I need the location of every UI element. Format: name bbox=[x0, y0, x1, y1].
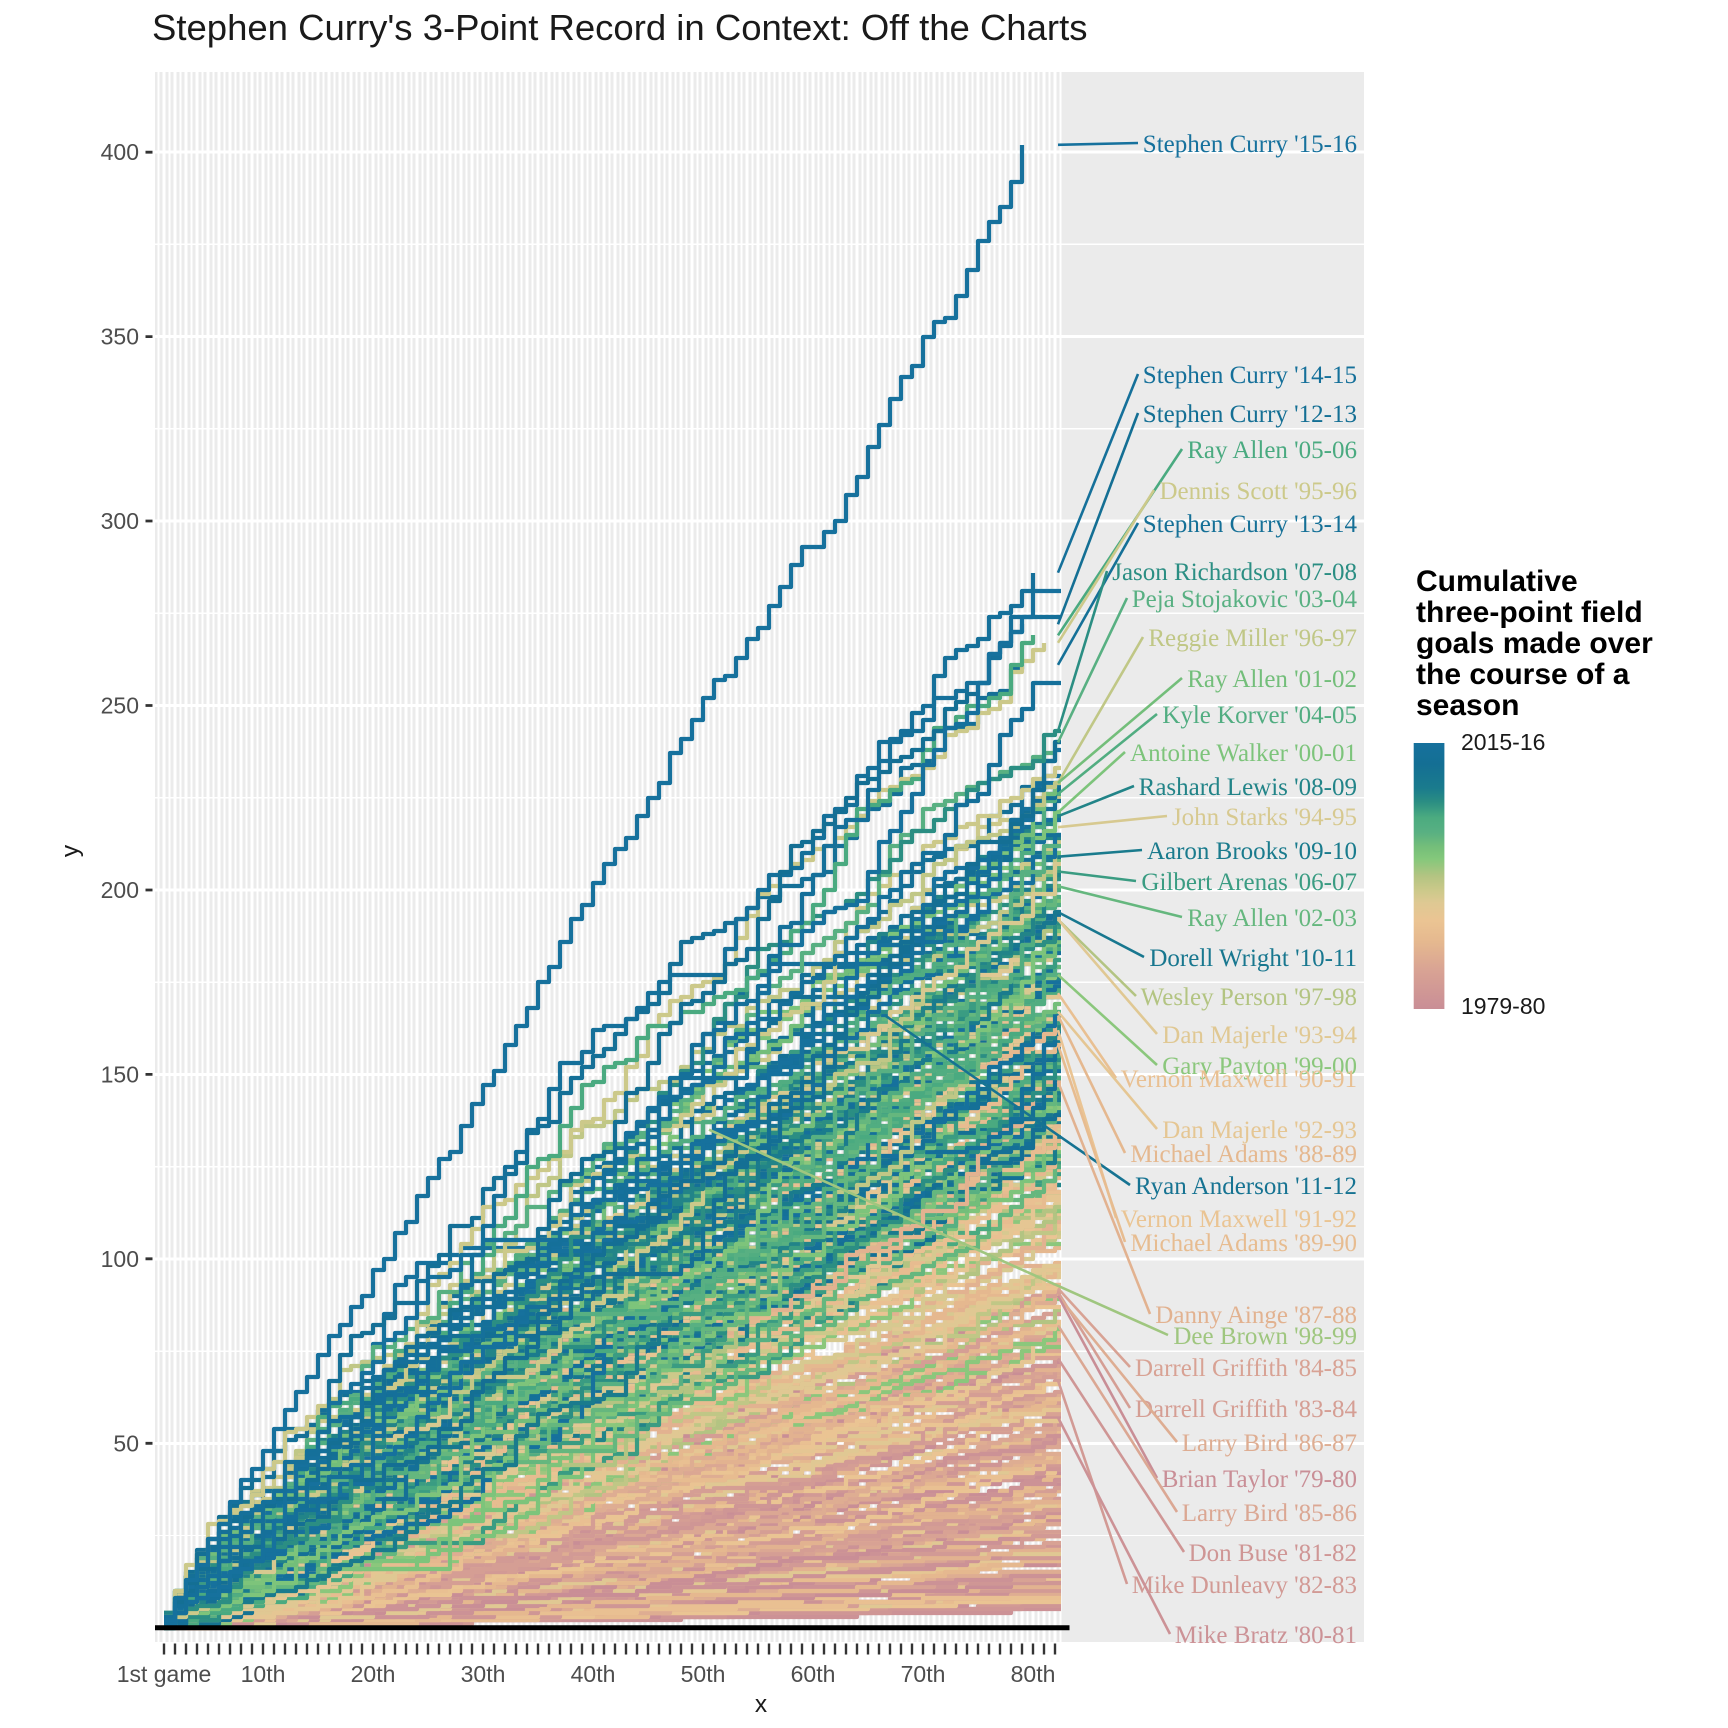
svg-text:300: 300 bbox=[101, 508, 139, 534]
svg-text:Larry Bird '85-86: Larry Bird '85-86 bbox=[1182, 1500, 1357, 1527]
svg-text:Brian Taylor '79-80: Brian Taylor '79-80 bbox=[1162, 1466, 1357, 1493]
svg-text:Dan Majerle '93-94: Dan Majerle '93-94 bbox=[1162, 1022, 1357, 1049]
svg-text:Stephen Curry '14-15: Stephen Curry '14-15 bbox=[1143, 362, 1357, 389]
svg-text:Darrell Griffith '84-85: Darrell Griffith '84-85 bbox=[1135, 1355, 1357, 1382]
svg-text:Wesley Person '97-98: Wesley Person '97-98 bbox=[1141, 984, 1357, 1011]
svg-text:Don Buse '81-82: Don Buse '81-82 bbox=[1189, 1540, 1357, 1567]
svg-text:Ray Allen '05-06: Ray Allen '05-06 bbox=[1187, 437, 1357, 464]
svg-text:Vernon Maxwell '91-92: Vernon Maxwell '91-92 bbox=[1121, 1206, 1357, 1233]
svg-text:Stephen Curry '15-16: Stephen Curry '15-16 bbox=[1143, 131, 1357, 158]
svg-text:season: season bbox=[1416, 689, 1519, 722]
svg-text:400: 400 bbox=[101, 139, 139, 165]
svg-text:the course of a: the course of a bbox=[1416, 658, 1630, 691]
svg-text:Mike Bratz '80-81: Mike Bratz '80-81 bbox=[1175, 1622, 1357, 1649]
svg-text:10th: 10th bbox=[241, 1661, 286, 1687]
svg-text:100: 100 bbox=[101, 1246, 139, 1272]
svg-text:Stephen Curry '12-13: Stephen Curry '12-13 bbox=[1143, 401, 1357, 428]
svg-text:Cumulative: Cumulative bbox=[1416, 565, 1578, 598]
svg-text:80th: 80th bbox=[1011, 1661, 1056, 1687]
svg-text:Darrell Griffith '83-84: Darrell Griffith '83-84 bbox=[1135, 1396, 1358, 1423]
svg-text:30th: 30th bbox=[461, 1661, 506, 1687]
svg-text:150: 150 bbox=[101, 1061, 139, 1087]
svg-text:1st game: 1st game bbox=[117, 1661, 212, 1687]
svg-text:200: 200 bbox=[101, 877, 139, 903]
svg-text:Ryan Anderson '11-12: Ryan Anderson '11-12 bbox=[1135, 1173, 1357, 1200]
svg-text:three-point field: three-point field bbox=[1416, 596, 1643, 629]
svg-text:Antoine Walker '00-01: Antoine Walker '00-01 bbox=[1130, 740, 1357, 767]
svg-text:Mike Dunleavy '82-83: Mike Dunleavy '82-83 bbox=[1132, 1572, 1357, 1599]
svg-text:Vernon Maxwell '90-91: Vernon Maxwell '90-91 bbox=[1121, 1066, 1357, 1093]
svg-text:250: 250 bbox=[101, 693, 139, 719]
svg-text:2015-16: 2015-16 bbox=[1461, 729, 1545, 755]
svg-text:John Starks '94-95: John Starks '94-95 bbox=[1172, 804, 1357, 831]
svg-text:Kyle Korver '04-05: Kyle Korver '04-05 bbox=[1162, 702, 1357, 729]
svg-text:Ray Allen '02-03: Ray Allen '02-03 bbox=[1187, 905, 1357, 932]
svg-text:1979-80: 1979-80 bbox=[1461, 993, 1545, 1019]
svg-text:20th: 20th bbox=[351, 1661, 396, 1687]
svg-text:Michael Adams '89-90: Michael Adams '89-90 bbox=[1130, 1230, 1357, 1257]
svg-text:y: y bbox=[57, 844, 84, 857]
svg-text:x: x bbox=[755, 1691, 767, 1718]
svg-text:50th: 50th bbox=[681, 1661, 726, 1687]
svg-text:Peja Stojakovic '03-04: Peja Stojakovic '03-04 bbox=[1132, 586, 1358, 613]
svg-text:Danny Ainge '87-88: Danny Ainge '87-88 bbox=[1155, 1302, 1357, 1329]
svg-text:Dee Brown '98-99: Dee Brown '98-99 bbox=[1173, 1323, 1357, 1350]
svg-text:Stephen Curry '13-14: Stephen Curry '13-14 bbox=[1143, 511, 1358, 538]
svg-text:60th: 60th bbox=[791, 1661, 836, 1687]
svg-text:Reggie Miller '96-97: Reggie Miller '96-97 bbox=[1148, 625, 1357, 652]
svg-text:Ray Allen '01-02: Ray Allen '01-02 bbox=[1187, 666, 1357, 693]
svg-text:goals made over: goals made over bbox=[1416, 627, 1653, 660]
svg-text:Stephen Curry's 3-Point Record: Stephen Curry's 3-Point Record in Contex… bbox=[152, 7, 1087, 48]
svg-text:Dorell Wright '10-11: Dorell Wright '10-11 bbox=[1149, 945, 1357, 972]
svg-text:Larry Bird '86-87: Larry Bird '86-87 bbox=[1182, 1430, 1357, 1457]
svg-text:40th: 40th bbox=[571, 1661, 616, 1687]
svg-text:70th: 70th bbox=[901, 1661, 946, 1687]
svg-text:350: 350 bbox=[101, 324, 139, 350]
svg-text:Gilbert Arenas '06-07: Gilbert Arenas '06-07 bbox=[1141, 869, 1357, 896]
svg-text:Michael Adams '88-89: Michael Adams '88-89 bbox=[1130, 1141, 1357, 1168]
svg-text:Rashard Lewis '08-09: Rashard Lewis '08-09 bbox=[1139, 774, 1357, 801]
svg-text:Aaron Brooks '09-10: Aaron Brooks '09-10 bbox=[1147, 838, 1357, 865]
svg-text:Dennis Scott '95-96: Dennis Scott '95-96 bbox=[1159, 478, 1357, 505]
svg-text:Gary Payton '99-00: Gary Payton '99-00 bbox=[1162, 1053, 1357, 1080]
svg-text:Jason Richardson '07-08: Jason Richardson '07-08 bbox=[1112, 559, 1357, 586]
svg-text:50: 50 bbox=[113, 1430, 139, 1456]
svg-text:Dan Majerle '92-93: Dan Majerle '92-93 bbox=[1162, 1117, 1357, 1144]
